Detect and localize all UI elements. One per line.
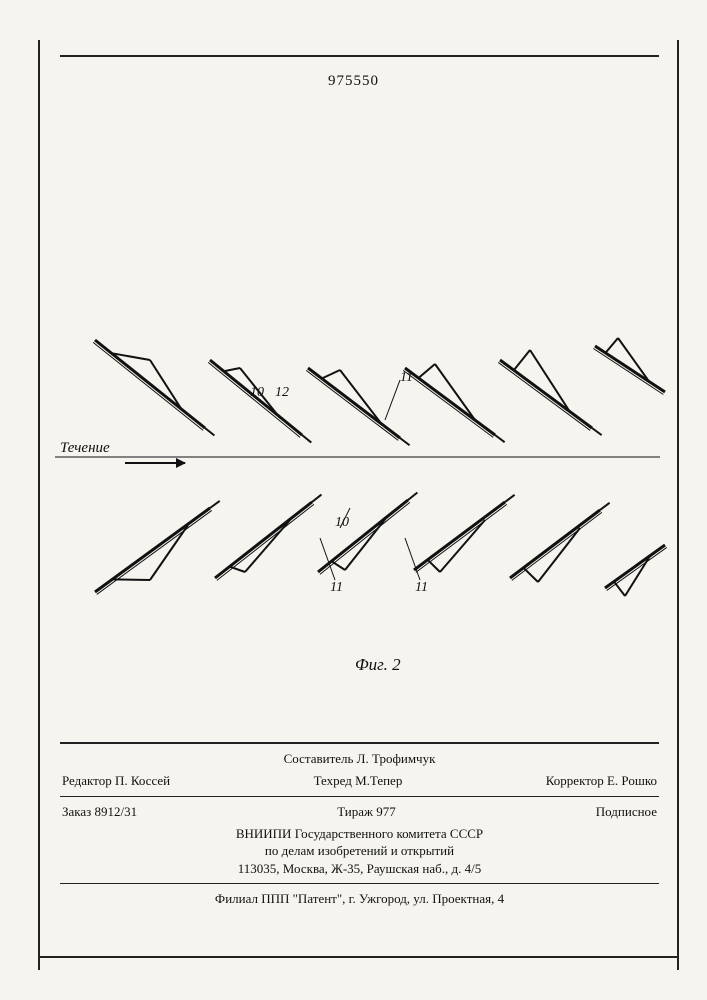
figure-caption: Фиг. 2 — [355, 655, 401, 675]
ref-num-12-top: 12 — [275, 385, 289, 401]
patent-number: 975550 — [0, 73, 707, 90]
corrector-credit: Корректор Е. Рошко — [546, 773, 657, 789]
editor-credit: Редактор П. Коссей — [62, 773, 170, 789]
tirage: Тираж 977 — [337, 804, 396, 820]
ref-num-11-top: 11 — [400, 370, 413, 386]
branch-line: Филиал ППП "Патент", г. Ужгород, ул. Про… — [60, 888, 659, 910]
ref-num-11a-bottom: 11 — [330, 580, 343, 596]
org-line-1: ВНИИПИ Государственного комитета СССР — [60, 825, 659, 843]
compiler-line: Составитель Л. Трофимчук — [60, 748, 659, 770]
flow-arrow-icon — [125, 462, 185, 464]
top-rule — [60, 55, 659, 57]
ref-num-11b-bottom: 11 — [415, 580, 428, 596]
ref-num-10-top: 10 — [250, 385, 264, 401]
diagram-svg — [40, 330, 680, 630]
org-line-2: по делам изобретений и открытий — [60, 842, 659, 860]
figure-2-diagram: Течение 10 12 11 10 11 11 — [40, 330, 680, 630]
techred-credit: Техред М.Тепер — [314, 773, 403, 789]
order-number: Заказ 8912/31 — [62, 804, 137, 820]
flow-direction-label: Течение — [60, 440, 110, 457]
bottom-rule — [38, 956, 679, 958]
footer-colophon: Составитель Л. Трофимчук Редактор П. Кос… — [60, 738, 659, 910]
subscribe-label: Подписное — [596, 804, 657, 820]
org-line-3: 113035, Москва, Ж-35, Раушская наб., д. … — [60, 860, 659, 878]
ref-num-10-bottom: 10 — [335, 515, 349, 531]
